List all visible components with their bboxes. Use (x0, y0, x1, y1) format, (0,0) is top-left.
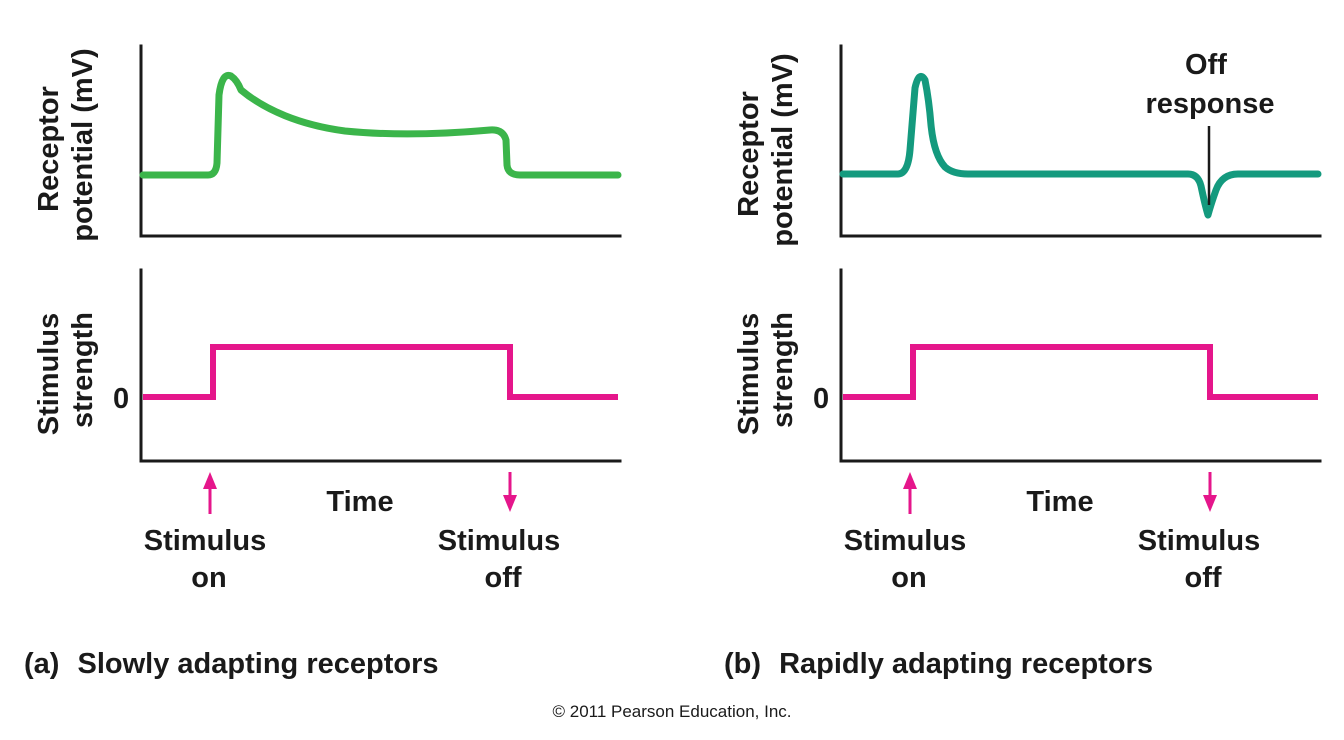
panel-b-time-label: Time (1026, 486, 1093, 518)
panel-b-stimulus-off-label: Stimulus off (1138, 525, 1269, 594)
panel-b-caption: (b) Rapidly adapting receptors (724, 648, 1153, 680)
panel-b-caption-letter: (b) (724, 648, 761, 680)
panel-a-stimulus-trace (143, 344, 618, 400)
panel-a-stimulus-off-label: Stimulus off (438, 525, 569, 594)
panel-b-off-response-label: Off response (1146, 49, 1275, 120)
panel-b-stimulus-on-arrow (903, 472, 917, 514)
panel-b-receptor-axis-label: Receptor potential (mV) (733, 53, 799, 246)
panel-a-caption-letter: (a) (24, 648, 59, 680)
panel-a-zero-label: 0 (113, 383, 129, 415)
panel-a-caption-text: Slowly adapting receptors (78, 648, 439, 680)
panel-a-time-label: Time (326, 486, 393, 518)
panel-a-stimulus-off-arrow (503, 472, 517, 512)
panel-a-stimulus-on-label: Stimulus on (144, 525, 275, 594)
panel-b-stimulus-axes (839, 268, 1322, 463)
panel-a-stimulus-axes (139, 268, 622, 463)
panel-a-stimulus-on-arrow (203, 472, 217, 514)
panel-b-caption-text: Rapidly adapting receptors (779, 648, 1153, 680)
panel-b-receptor-axes (839, 44, 1322, 238)
panel-b-stimulus-on-label: Stimulus on (844, 525, 975, 594)
panel-b-receptor-trace (839, 73, 1322, 219)
panel-b-stimulus-off-arrow (1203, 472, 1217, 512)
copyright-notice: © 2011 Pearson Education, Inc. (552, 702, 791, 721)
panel-a-stimulus-axis-label: Stimulus strength (33, 305, 99, 436)
panel-a-caption: (a) Slowly adapting receptors (24, 648, 439, 680)
panel-a-receptor-axes (139, 44, 622, 238)
panel-b: Off response Receptor potential (mV) Sti… (724, 44, 1322, 680)
panel-b-stimulus-trace (843, 344, 1318, 400)
panel-a-receptor-axis-label: Receptor potential (mV) (33, 48, 99, 241)
panel-b-zero-label: 0 (813, 383, 829, 415)
panel-a: Receptor potential (mV) Stimulus strengt… (24, 44, 622, 680)
panel-b-stimulus-axis-label: Stimulus strength (733, 305, 799, 436)
panel-a-receptor-trace (139, 71, 622, 179)
